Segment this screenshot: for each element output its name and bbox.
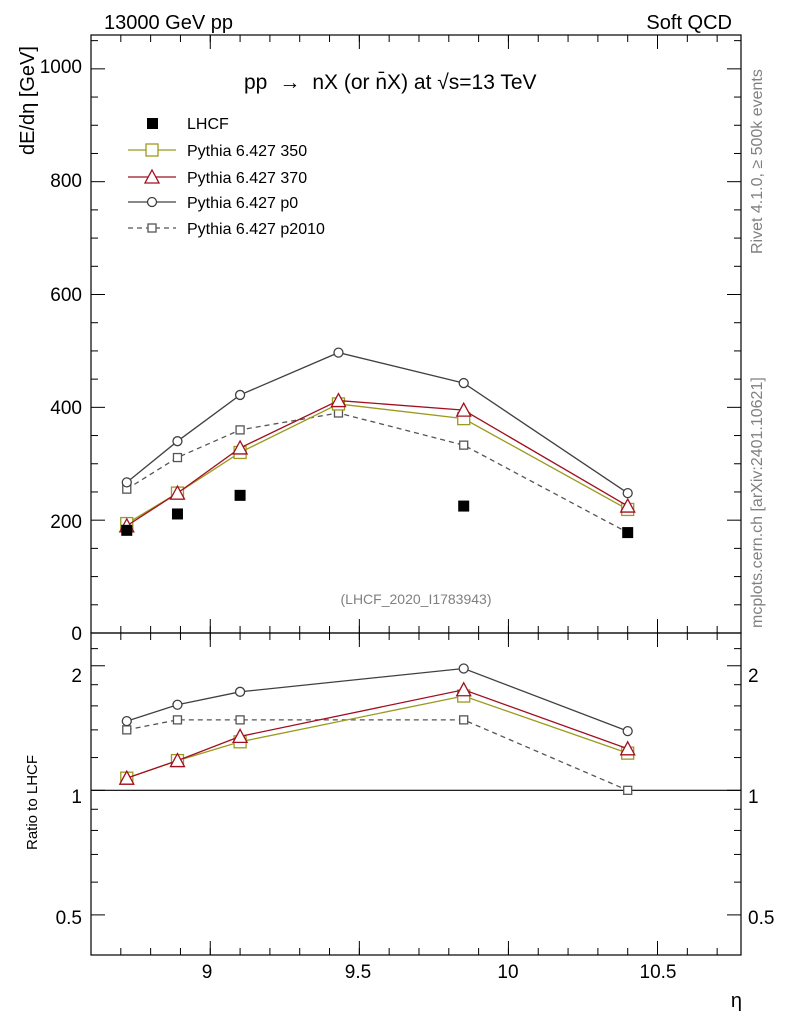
- point-lhcf-1: [171, 508, 183, 520]
- ratio-point-pythia-6-427-370-3: [455, 681, 472, 697]
- ratio-point-pythia-6-427-p2010-0: [122, 725, 132, 735]
- point-pythia-6-427-p2010-1: [172, 452, 183, 463]
- legend-label-370: Pythia 6.427 370: [187, 170, 307, 187]
- ratio-point-pythia-6-427-p2010-3: [459, 715, 469, 725]
- point-pythia-6-427-p0-2: [234, 389, 246, 401]
- y-tick-label-0: 0: [71, 624, 82, 645]
- ratio-point-pythia-6-427-370-1: [169, 752, 186, 768]
- point-pythia-6-427-370-3: [330, 392, 347, 408]
- legend-marker-370: [143, 168, 161, 184]
- ratio-point-pythia-6-427-p2010-4: [623, 785, 633, 795]
- ratio-point-pythia-6-427-p0-4: [622, 726, 633, 737]
- ratio-plot-frame: [90, 632, 742, 956]
- point-pythia-6-427-p0-1: [172, 436, 183, 447]
- point-pythia-6-427-370-5: [619, 497, 636, 513]
- point-pythia-6-427-370-2: [231, 439, 249, 455]
- legend-marker-p0: [146, 196, 158, 208]
- x-axis-label: η: [731, 990, 742, 1012]
- point-lhcf-4: [622, 527, 634, 539]
- ratio-series: [118, 663, 636, 795]
- y-tick-label-200: 200: [50, 512, 82, 533]
- legend: LHCF Pythia 6.427 350 Pythia 6.427 370 P…: [128, 116, 325, 238]
- ratio-point-pythia-6-427-p2010-1: [172, 715, 183, 725]
- ratio-point-pythia-6-427-p0-3: [458, 663, 469, 674]
- series-line-pythia-6-427-350: [126, 403, 629, 525]
- side-text-rivet: Rivet 4.1.0, ≥ 500k events: [749, 69, 766, 254]
- legend-label-350: Pythia 6.427 350: [187, 143, 307, 160]
- ratio-y-axis-label: Ratio to LHCF: [24, 755, 41, 850]
- y-tick-label-400: 400: [50, 398, 82, 419]
- side-text-mcplots: mcplots.cern.ch [arXiv:2401.10621]: [749, 377, 766, 628]
- ratio-point-pythia-6-427-p0-0: [121, 715, 132, 727]
- x-tick-label-9: 9: [202, 962, 213, 983]
- main-series: [118, 347, 636, 539]
- ratio-tick-label-1: 1: [71, 787, 82, 808]
- ratio-point-pythia-6-427-p0-1: [172, 699, 183, 710]
- point-lhcf-2: [234, 489, 246, 501]
- legend-marker-lhcf: [147, 118, 158, 129]
- legend-label-p2010: Pythia 6.427 p2010: [187, 221, 325, 238]
- point-pythia-6-427-p0-4: [458, 377, 469, 389]
- ratio-point-pythia-6-427-370-0: [118, 769, 135, 785]
- ratio-point-pythia-6-427-370-4: [619, 740, 636, 756]
- series-line-pythia-6-427-p0: [126, 351, 629, 494]
- title-arrow: →: [279, 71, 300, 94]
- axis-ticks: [90, 35, 741, 955]
- legend-label-lhcf: LHCF: [187, 116, 229, 133]
- analysis-annotation: (LHCF_2020_I1783943): [341, 591, 492, 607]
- x-tick-label-9-5: 9.5: [345, 962, 371, 983]
- y-axis-label: dE/dη [GeV]: [17, 46, 39, 155]
- series-line-pythia-6-427-p2010: [126, 412, 629, 534]
- ratio-tick-label-2-right: 2: [748, 666, 759, 687]
- ratio-tick-label-0-5-right: 0.5: [748, 908, 774, 929]
- x-tick-label-10: 10: [497, 962, 518, 983]
- header-left: 13000 GeV pp: [104, 12, 233, 34]
- y-tick-label-800: 800: [50, 171, 82, 192]
- point-pythia-6-427-p2010-4: [459, 440, 469, 450]
- ratio-point-pythia-6-427-p0-2: [234, 686, 246, 697]
- series-line-pythia-6-427-370: [126, 399, 629, 527]
- y-tick-label-1000: 1000: [40, 57, 82, 78]
- title-lhs: pp: [244, 71, 267, 94]
- ratio-tick-label-2: 2: [71, 666, 82, 687]
- point-pythia-6-427-370-4: [455, 401, 472, 417]
- point-pythia-6-427-370-1: [169, 484, 186, 500]
- y-tick-label-600: 600: [50, 285, 82, 306]
- ratio-line-pythia-6-427-p2010: [126, 719, 628, 791]
- plot-title: pp → nX (or n̄X) at √s=13 TeV: [244, 71, 537, 94]
- point-lhcf-3: [458, 500, 470, 512]
- point-lhcf-0: [121, 524, 133, 536]
- point-pythia-6-427-p2010-2: [235, 425, 245, 435]
- point-pythia-6-427-p0-0: [121, 477, 132, 488]
- ratio-tick-label-1-right: 1: [748, 787, 759, 808]
- legend-marker-p2010: [147, 223, 157, 233]
- title-rhs: nX (or n̄X) at √s=13 TeV: [312, 71, 536, 94]
- ratio-point-pythia-6-427-370-2: [231, 728, 249, 744]
- legend-marker-350: [145, 143, 159, 157]
- ratio-point-pythia-6-427-p2010-2: [235, 715, 245, 725]
- point-pythia-6-427-p0-5: [622, 487, 633, 499]
- legend-label-p0: Pythia 6.427 p0: [187, 195, 298, 212]
- header-right: Soft QCD: [646, 12, 732, 34]
- x-tick-label-10-5: 10.5: [640, 962, 677, 983]
- point-pythia-6-427-p0-3: [333, 347, 344, 358]
- ratio-tick-label-0-5: 0.5: [56, 908, 82, 929]
